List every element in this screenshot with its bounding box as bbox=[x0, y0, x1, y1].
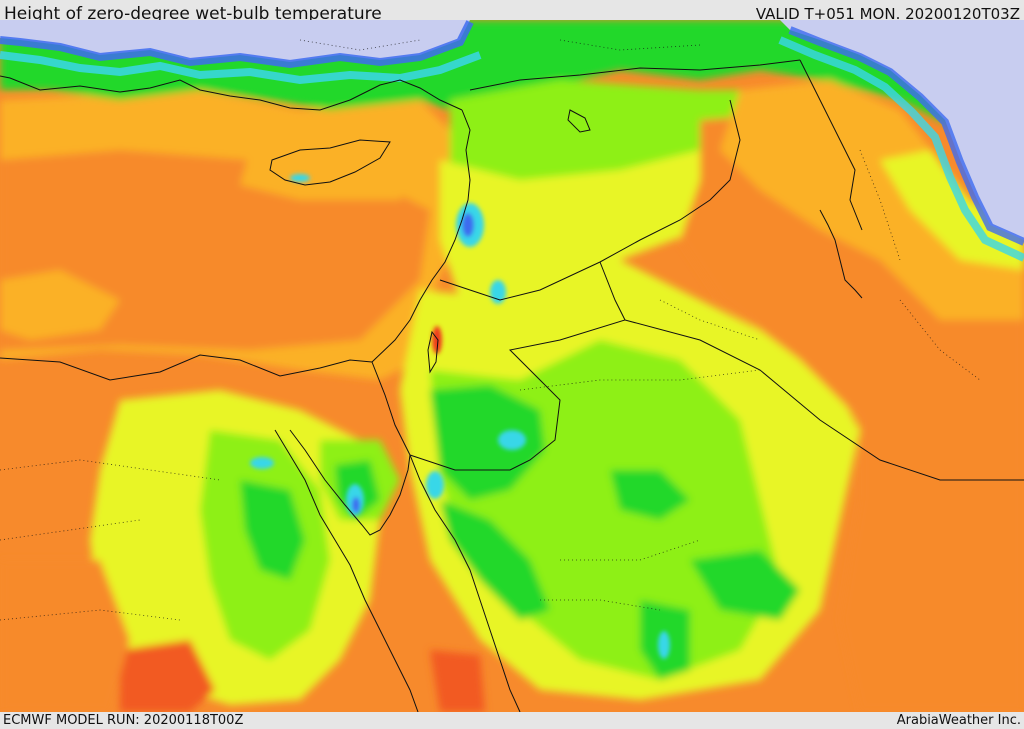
field-amber-iraq bbox=[720, 80, 1024, 320]
coast-red-sea-east bbox=[409, 454, 521, 712]
borders bbox=[371, 59, 1024, 481]
spot-cyan-south bbox=[658, 631, 670, 659]
model-run-label: ECMWF MODEL RUN: 20200118T00Z bbox=[3, 713, 244, 728]
coast-turkey-south bbox=[0, 75, 463, 111]
field-redorange-se bbox=[430, 650, 485, 712]
coast-gulf-head bbox=[819, 209, 863, 299]
border-syria-iraq bbox=[599, 99, 741, 263]
coast-gulf-suez-east bbox=[289, 429, 411, 536]
cold-spots bbox=[250, 174, 670, 659]
field-green-hejaz bbox=[440, 500, 550, 620]
coast-dead-sea bbox=[427, 330, 439, 374]
field-green-central2 bbox=[610, 470, 690, 520]
border-syria-jordan bbox=[439, 261, 601, 301]
spot-blue-lebanon bbox=[462, 213, 474, 237]
border-iraq-saudi bbox=[624, 319, 1024, 481]
field-redorange-sw bbox=[120, 640, 215, 712]
spot-cyan-jordan bbox=[498, 430, 526, 450]
coast-levant bbox=[371, 109, 471, 363]
field-green-egypt bbox=[240, 480, 305, 580]
valid-time-label: VALID T+051 MON. 20200120T03Z bbox=[755, 5, 1020, 23]
border-turkey-syria bbox=[469, 59, 801, 91]
field-orange-south bbox=[0, 560, 130, 712]
spot-cyan-hermon bbox=[490, 280, 506, 304]
sea-caspian bbox=[780, 20, 1024, 240]
field-green-jordan bbox=[430, 385, 545, 500]
spot-red-deadsea bbox=[432, 326, 442, 354]
sea-north-edge bbox=[0, 20, 474, 69]
field-yellow-levant bbox=[440, 150, 740, 320]
footer-bar: ECMWF MODEL RUN: 20200118T00Z ArabiaWeat… bbox=[0, 712, 1024, 729]
spot-cyan-egypt bbox=[250, 457, 274, 469]
pale-sea-areas bbox=[0, 20, 1024, 262]
spot-blue-sinai bbox=[352, 497, 360, 513]
border-egypt-israel bbox=[371, 361, 411, 456]
border-jordan-saudi bbox=[409, 261, 626, 471]
coastlines bbox=[0, 75, 863, 712]
border-iran-iraq bbox=[799, 59, 863, 231]
field-green-central bbox=[690, 550, 800, 620]
header-bar: Height of zero-degree wet-bulb temperatu… bbox=[0, 0, 1024, 24]
credit-label: ArabiaWeather Inc. bbox=[896, 713, 1021, 728]
field-amber-west bbox=[0, 270, 120, 340]
admin-dotted bbox=[0, 39, 981, 621]
spot-red-cyprus bbox=[290, 174, 310, 182]
sea-north-edge2 bbox=[0, 51, 482, 85]
sea-caspian-edge bbox=[788, 26, 1024, 246]
coast-north-africa bbox=[0, 354, 373, 381]
sea-caspian-edge2 bbox=[778, 36, 1024, 262]
coast-lake-tharthar bbox=[567, 109, 591, 133]
map-title: Height of zero-degree wet-bulb temperatu… bbox=[4, 4, 382, 24]
weather-map[interactable] bbox=[0, 20, 1024, 712]
spot-cyan-aqaba bbox=[426, 471, 444, 499]
coast-gulf-suez-west bbox=[274, 429, 419, 712]
coast-cyprus bbox=[269, 139, 391, 186]
